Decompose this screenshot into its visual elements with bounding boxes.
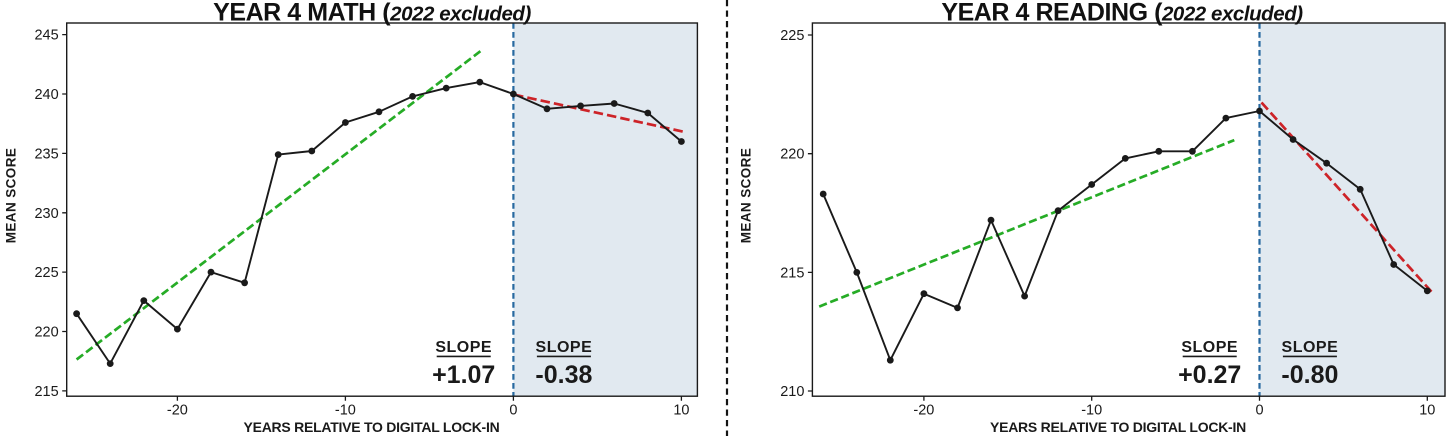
svg-text:YEARS RELATIVE TO DIGITAL LOCK: YEARS RELATIVE TO DIGITAL LOCK-IN	[990, 419, 1246, 435]
svg-text:220: 220	[780, 147, 804, 163]
svg-text:+0.27: +0.27	[1178, 361, 1241, 389]
svg-text:MEAN SCORE: MEAN SCORE	[4, 148, 19, 244]
svg-text:-20: -20	[167, 403, 188, 419]
svg-text:240: 240	[34, 87, 58, 103]
svg-text:235: 235	[34, 146, 58, 162]
svg-text:-10: -10	[1081, 403, 1102, 419]
svg-text:SLOPE: SLOPE	[536, 339, 593, 356]
svg-text:215: 215	[34, 384, 58, 400]
svg-text:YEAR 4 READING (2022 excluded): YEAR 4 READING (2022 excluded)	[941, 0, 1303, 27]
svg-text:10: 10	[1419, 403, 1435, 419]
svg-text:SLOPE: SLOPE	[1282, 339, 1339, 356]
svg-text:-0.38: -0.38	[535, 361, 592, 389]
svg-text:-10: -10	[335, 403, 356, 419]
svg-text:+1.07: +1.07	[432, 361, 495, 389]
svg-text:SLOPE: SLOPE	[1181, 339, 1238, 356]
svg-text:MEAN SCORE: MEAN SCORE	[738, 148, 753, 244]
svg-text:220: 220	[34, 325, 58, 341]
svg-text:245: 245	[34, 28, 58, 44]
svg-text:SLOPE: SLOPE	[435, 339, 492, 356]
svg-text:0: 0	[509, 403, 517, 419]
svg-text:10: 10	[673, 403, 689, 419]
svg-text:230: 230	[34, 206, 58, 222]
svg-text:-20: -20	[913, 403, 934, 419]
svg-text:YEAR 4 MATH (2022 excluded): YEAR 4 MATH (2022 excluded)	[213, 0, 531, 27]
svg-text:0: 0	[1255, 403, 1263, 419]
svg-text:225: 225	[34, 265, 58, 281]
svg-text:210: 210	[780, 384, 804, 400]
svg-text:215: 215	[780, 265, 804, 281]
svg-text:YEARS RELATIVE TO DIGITAL LOCK: YEARS RELATIVE TO DIGITAL LOCK-IN	[244, 419, 500, 435]
svg-text:-0.80: -0.80	[1281, 361, 1338, 389]
svg-text:225: 225	[780, 28, 804, 44]
